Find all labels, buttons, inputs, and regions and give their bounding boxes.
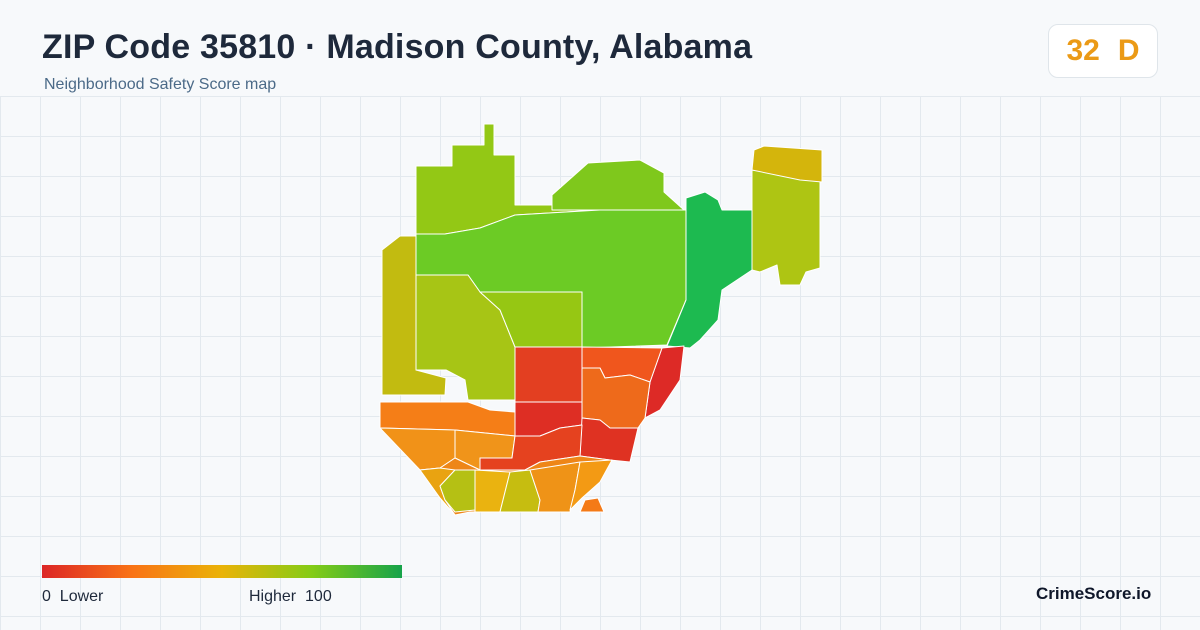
score-value: 32 — [1066, 34, 1100, 67]
brand-logo-text[interactable]: CrimeScore.io — [1036, 584, 1152, 603]
legend-max: Higher 100 — [249, 588, 332, 606]
legend-min-label: Lower — [59, 588, 104, 605]
score-grade: D — [1117, 34, 1140, 67]
north-central-tract[interactable] — [551, 159, 685, 211]
legend-max-label: Higher — [249, 588, 297, 605]
far-east-top-tract[interactable] — [751, 145, 823, 183]
east-corridor-tract[interactable] — [666, 191, 753, 349]
legend-max-value: 100 — [305, 588, 332, 605]
legend-min-value: 0 — [42, 588, 51, 605]
south-orange-4-tract[interactable] — [579, 497, 605, 513]
southwest-orange-2-tract[interactable] — [379, 427, 456, 471]
west-tract[interactable] — [381, 235, 447, 396]
center-red-tract[interactable] — [514, 346, 583, 403]
legend-color-scale — [42, 565, 402, 578]
page-title: ZIP Code 35810 · Madison County, Alabama — [42, 28, 753, 66]
far-east-tract[interactable] — [751, 169, 821, 286]
score-badge: 32 D — [1048, 24, 1158, 78]
south-orange-3-tract[interactable] — [569, 459, 613, 511]
legend-min: 0 Lower — [42, 588, 103, 606]
page-subtitle: Neighborhood Safety Score map — [44, 76, 277, 93]
